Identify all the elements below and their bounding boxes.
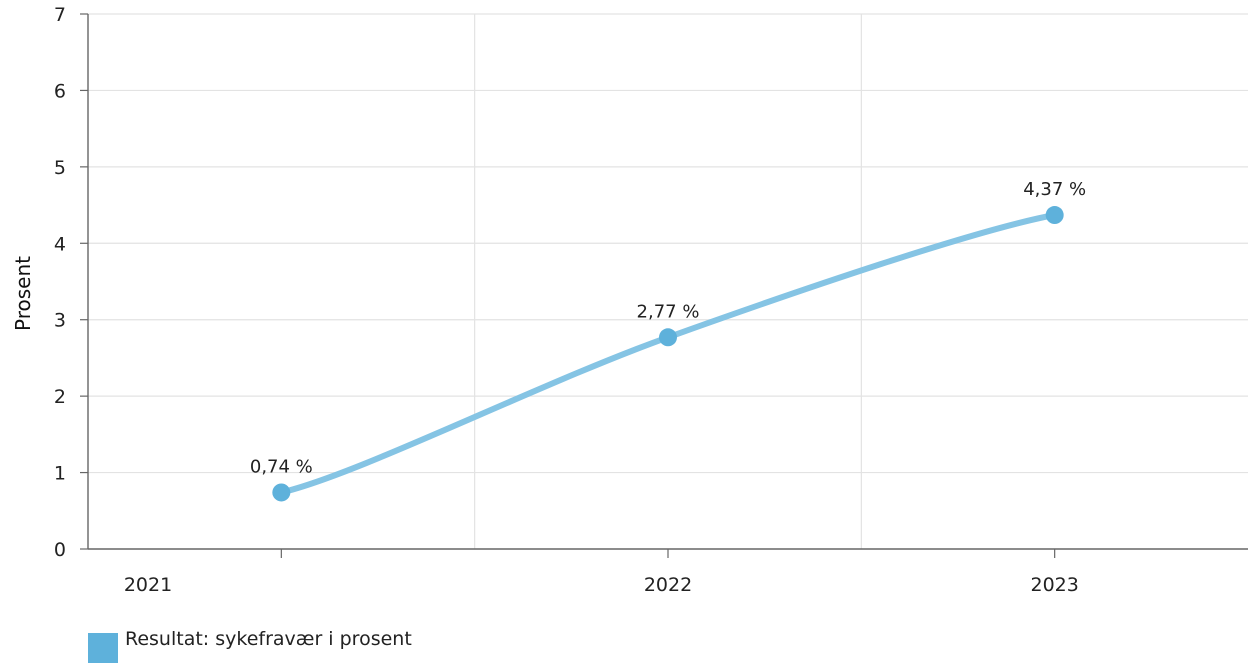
- x-tick-label: 2021: [124, 574, 172, 596]
- y-tick-label: 7: [54, 4, 66, 26]
- y-tick-label: 0: [54, 539, 66, 561]
- y-tick-label: 3: [54, 310, 66, 332]
- data-label: 4,37 %: [1023, 179, 1086, 200]
- data-point[interactable]: [659, 328, 677, 347]
- y-axis-ticks: 0 1 2 3 4 5 6 7: [54, 4, 88, 561]
- y-tick-label: 4: [54, 233, 66, 255]
- y-tick-label: 2: [54, 386, 66, 408]
- data-point[interactable]: [1045, 206, 1064, 225]
- y-axis-title: Prosent: [11, 256, 35, 331]
- y-tick-label: 1: [54, 463, 66, 485]
- legend-swatch[interactable]: [88, 633, 118, 663]
- grid-lines: [88, 13, 1248, 549]
- legend-label[interactable]: Resultat: sykefravær i prosent: [125, 628, 412, 650]
- series-line: 0,74 % 2,77 % 4,37 %: [250, 179, 1086, 502]
- x-tick-label: 2022: [644, 574, 692, 596]
- data-label: 2,77 %: [637, 301, 700, 322]
- x-axis-ticks: 2021 2022 2023: [124, 549, 1079, 596]
- series-path: [278, 212, 1058, 496]
- legend: Resultat: sykefravær i prosent: [88, 628, 412, 663]
- data-label: 0,74 %: [250, 456, 313, 477]
- data-point[interactable]: [272, 483, 291, 502]
- y-tick-label: 6: [54, 80, 66, 102]
- y-tick-label: 5: [54, 157, 66, 179]
- x-tick-label: 2023: [1030, 574, 1078, 596]
